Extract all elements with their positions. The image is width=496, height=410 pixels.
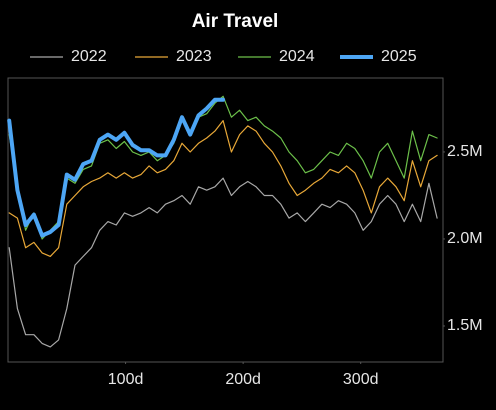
y-tick-label: 2.0M xyxy=(447,230,483,247)
chart-title: Air Travel xyxy=(192,11,279,32)
legend-label: 2022 xyxy=(71,48,107,65)
series-line xyxy=(8,120,438,257)
x-tick-label: 100d xyxy=(108,371,144,388)
y-tick-label: 1.5M xyxy=(447,317,483,334)
plot-frame xyxy=(7,77,444,363)
x-tick-label: 300d xyxy=(343,371,379,388)
y-tick-label: 2.5M xyxy=(447,143,483,160)
legend-label: 2024 xyxy=(279,48,315,65)
legend-label: 2023 xyxy=(176,48,212,65)
legend-label: 2025 xyxy=(381,48,417,65)
series-line xyxy=(8,177,438,348)
x-tick-label: 200d xyxy=(225,371,261,388)
series-line xyxy=(8,95,438,240)
series-line xyxy=(7,97,226,238)
